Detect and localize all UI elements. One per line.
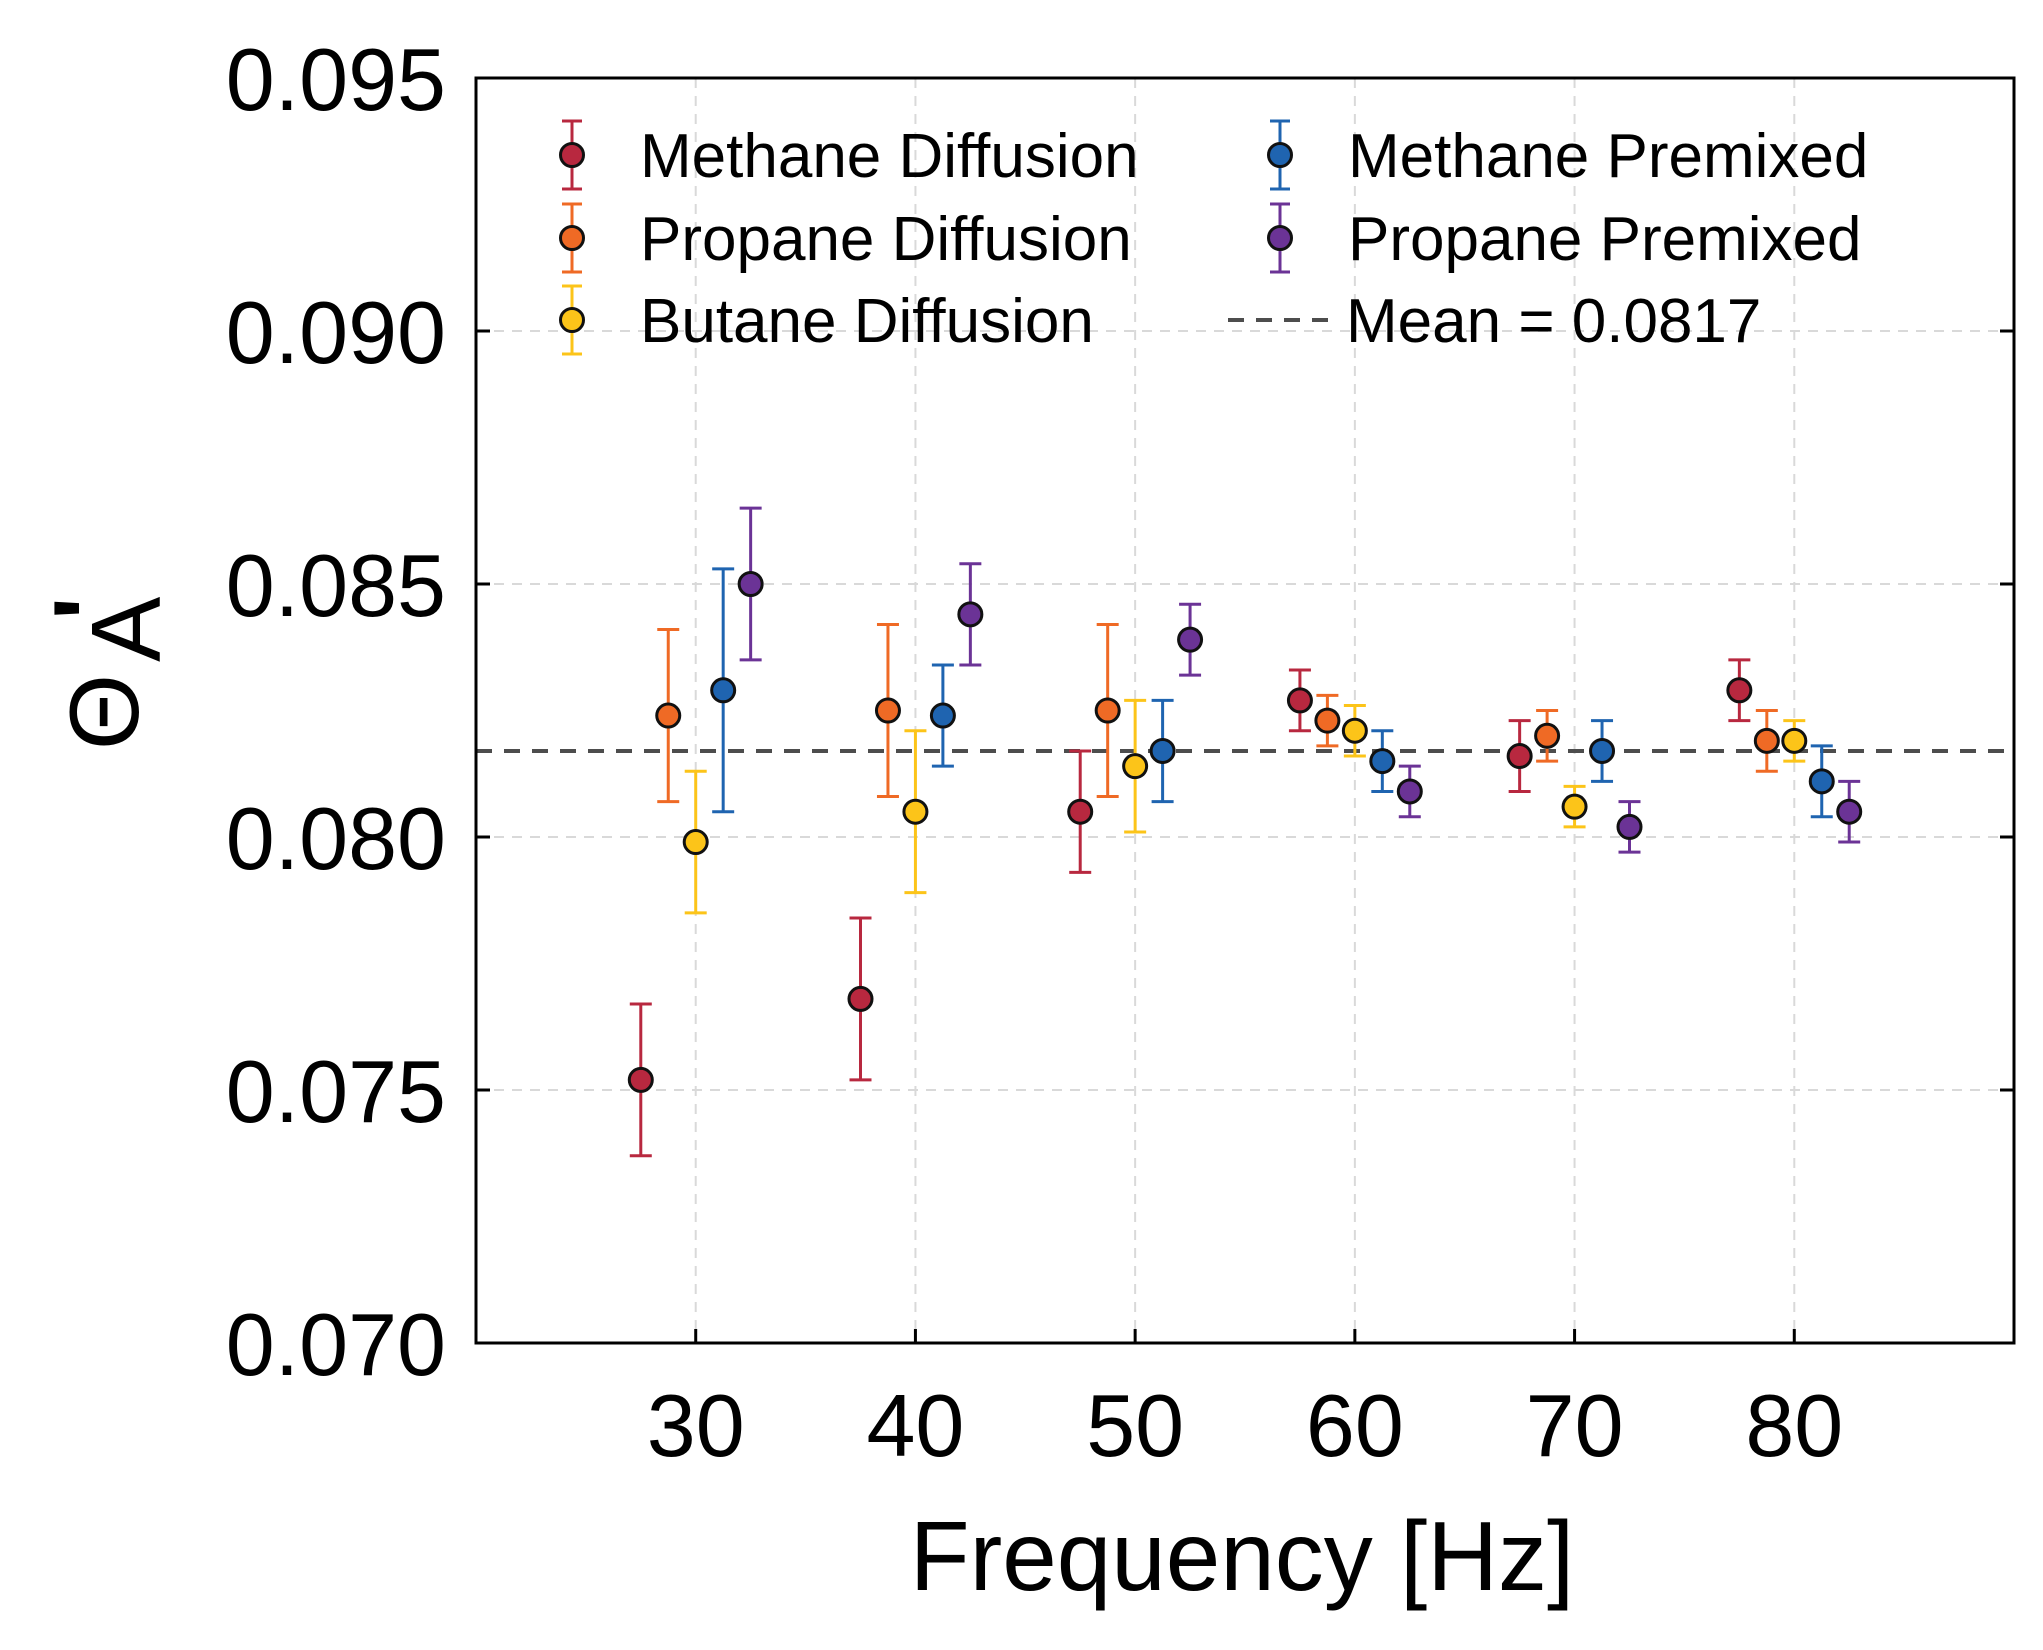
data-point: [1286, 687, 1313, 714]
data-point: [902, 798, 929, 825]
legend-marker: [1267, 142, 1293, 168]
x-tick-label: 60: [1306, 1376, 1404, 1475]
data-point: [655, 702, 682, 729]
data-point: [1149, 737, 1176, 764]
data-point: [1753, 727, 1780, 754]
legend-item-methane-diffusion: Methane Diffusion: [559, 119, 1139, 191]
legend-item-butane-diffusion: Butane Diffusion: [559, 284, 1094, 356]
data-point: [710, 677, 737, 704]
data-point: [874, 697, 901, 724]
data-point: [1616, 813, 1643, 840]
data-series: [627, 506, 1863, 1158]
legend-marker: [1267, 225, 1293, 251]
series-butane-diffusion: [682, 698, 1808, 915]
data-point: [1314, 707, 1341, 734]
plot-frame: [474, 76, 2016, 1345]
data-point: [1589, 737, 1616, 764]
legend-label: Mean = 0.0817: [1346, 287, 1761, 356]
data-point: [1396, 778, 1423, 805]
legend: Methane Diffusion Propane Diffusion Butane…: [559, 119, 1868, 356]
series-propane-premixed: [737, 506, 1863, 854]
data-point: [957, 601, 984, 628]
x-tick-label: 80: [1745, 1376, 1843, 1475]
data-point: [847, 985, 874, 1012]
data-point: [682, 829, 709, 856]
data-point: [1781, 727, 1808, 754]
y-tick-label: 0.095: [226, 30, 446, 129]
legend-item-mean: Mean = 0.0817: [1228, 287, 1761, 356]
legend-marker: [559, 307, 585, 333]
y-tick-label: 0.070: [226, 1295, 446, 1394]
y-tick-label: 0.075: [226, 1042, 446, 1141]
data-point: [1808, 768, 1835, 795]
data-point: [1122, 753, 1149, 780]
data-point: [1534, 722, 1561, 749]
y-axis-title-symbol: Θ: [49, 674, 159, 750]
legend-marker: [559, 225, 585, 251]
data-point: [627, 1066, 654, 1093]
legend-label: Propane Diffusion: [640, 205, 1132, 274]
legend-item-methane-premixed: Methane Premixed: [1267, 119, 1868, 191]
data-point: [1836, 798, 1863, 825]
data-point: [1067, 798, 1094, 825]
legend-label: Butane Diffusion: [640, 287, 1094, 356]
x-tick-label: 50: [1086, 1376, 1184, 1475]
axis-ticks: 30 40 50 60 70 80 0.070 0.075 0.080 0.085 0.090 0.0…: [226, 30, 2014, 1475]
series-methane-diffusion: [627, 658, 1753, 1158]
x-tick-label: 40: [866, 1376, 964, 1475]
legend-item-propane-diffusion: Propane Diffusion: [559, 202, 1132, 274]
data-point: [929, 702, 956, 729]
data-point: [1177, 626, 1204, 653]
legend-label: Methane Premixed: [1348, 122, 1868, 191]
legend-label: Propane Premixed: [1348, 205, 1862, 274]
x-tick-label: 30: [647, 1376, 745, 1475]
legend-marker: [559, 142, 585, 168]
y-tick-label: 0.085: [226, 536, 446, 635]
x-tick-label: 70: [1526, 1376, 1624, 1475]
data-point: [1341, 717, 1368, 744]
y-tick-label: 0.090: [226, 283, 446, 382]
data-point: [1094, 697, 1121, 724]
x-axis-title: Frequency [Hz]: [910, 1501, 1574, 1611]
series-propane-diffusion: [655, 622, 1780, 804]
data-point: [737, 571, 764, 597]
y-axis-title-subscript: A: [71, 596, 181, 662]
data-point: [1369, 748, 1396, 775]
legend-label: Methane Diffusion: [640, 122, 1139, 191]
legend-item-propane-premixed: Propane Premixed: [1267, 202, 1862, 274]
y-axis-title-prime: ': [33, 597, 143, 620]
data-point: [1726, 677, 1753, 704]
data-point: [1561, 793, 1588, 820]
y-axis-title: Θ A ': [33, 596, 181, 750]
y-tick-label: 0.080: [226, 789, 446, 888]
series-methane-premixed: [710, 567, 1835, 819]
data-point: [1506, 743, 1533, 770]
